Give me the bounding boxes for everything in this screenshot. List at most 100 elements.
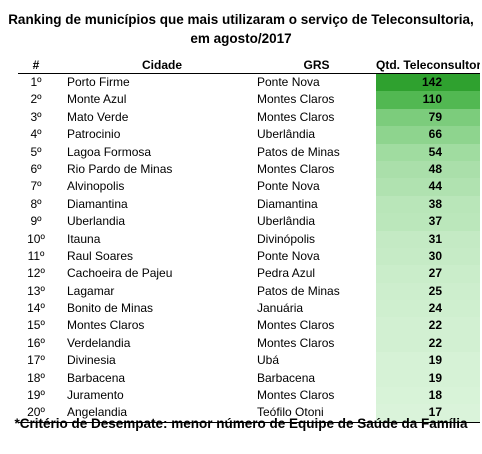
qtd-cell: 38 — [376, 195, 480, 214]
header-city: Cidade — [141, 58, 182, 72]
rank-cell: 13º — [27, 283, 45, 298]
qtd-value: 18 — [428, 388, 442, 403]
table-row: 6º Rio Pardo de Minas Montes Claros 48 — [18, 160, 480, 179]
qtd-value: 22 — [428, 318, 442, 333]
qtd-value: 54 — [428, 144, 442, 159]
table-row: 12º Cachoeira de Pajeu Pedra Azul 27 — [18, 265, 480, 283]
grs-cell: Montes Claros — [257, 388, 335, 403]
city-cell: Verdelandia — [67, 335, 131, 350]
qtd-value: 25 — [428, 283, 442, 298]
qtd-cell: 37 — [376, 213, 480, 231]
rank-cell: 4º — [30, 127, 42, 142]
table-row: 13º Lagamar Patos de Minas 25 — [18, 282, 480, 301]
qtd-value: 27 — [428, 266, 442, 281]
grs-cell: Ponte Nova — [257, 248, 320, 263]
city-cell: Cachoeira de Pajeu — [67, 266, 173, 281]
table-row: 11º Raul Soares Ponte Nova 30 — [18, 247, 480, 266]
grs-cell: Pedra Azul — [257, 266, 316, 281]
city-cell: Diamantina — [67, 196, 128, 211]
rank-cell: 8º — [30, 196, 42, 211]
rank-cell: 15º — [27, 318, 45, 333]
city-cell: Lagamar — [67, 283, 115, 298]
qtd-value: 79 — [428, 109, 442, 124]
qtd-value: 142 — [421, 75, 442, 89]
city-cell: Itauna — [67, 231, 101, 246]
grs-cell: Patos de Minas — [257, 283, 340, 298]
grs-cell: Ubá — [257, 353, 280, 368]
rank-cell: 6º — [30, 161, 42, 176]
qtd-cell: 24 — [376, 300, 480, 318]
qtd-value: 17 — [428, 405, 442, 420]
qtd-cell: 142 — [376, 74, 480, 92]
grs-cell: Uberlândia — [257, 214, 316, 229]
qtd-cell: 27 — [376, 265, 480, 283]
rank-cell: 9º — [30, 214, 42, 229]
qtd-value: 37 — [428, 214, 442, 229]
city-cell: Mato Verde — [67, 109, 129, 124]
table-row: 16º Verdelandia Montes Claros 22 — [18, 334, 480, 353]
rank-cell: 1º — [30, 75, 42, 89]
table-row: 4º Patrocinio Uberlândia 66 — [18, 126, 480, 144]
rank-cell: 7º — [30, 179, 42, 194]
rank-cell: 16º — [27, 335, 45, 350]
qtd-value: 48 — [428, 161, 442, 176]
city-cell: Rio Pardo de Minas — [67, 161, 173, 176]
grs-cell: Uberlândia — [257, 127, 316, 142]
table-row: 18º Barbacena Barbacena 19 — [18, 369, 480, 388]
table-row: 14º Bonito de Minas Januária 24 — [18, 300, 480, 318]
table-row: 20º Angelandia Teófilo Otoni 17 — [18, 404, 480, 423]
city-cell: Barbacena — [67, 370, 126, 385]
grs-cell: Montes Claros — [257, 161, 335, 176]
grs-cell: Montes Claros — [257, 335, 335, 350]
city-cell: Monte Azul — [67, 92, 127, 107]
qtd-cell: 110 — [376, 91, 480, 109]
qtd-cell: 22 — [376, 317, 480, 335]
table-body: 1º Porto Firme Ponte Nova 142 2º Monte Azul Mo… — [18, 74, 480, 423]
qtd-cell: 44 — [376, 178, 480, 196]
grs-cell: Montes Claros — [257, 109, 335, 124]
table-row: 9º Uberlandia Uberlândia 37 — [18, 213, 480, 231]
table-row: 1º Porto Firme Ponte Nova 142 — [18, 74, 480, 92]
qtd-cell: 54 — [376, 143, 480, 161]
city-cell: Alvinopolis — [67, 179, 125, 194]
city-cell: Uberlandia — [67, 214, 126, 229]
qtd-cell: 22 — [376, 334, 480, 353]
city-cell: Bonito de Minas — [67, 301, 154, 316]
qtd-cell: 25 — [376, 282, 480, 301]
qtd-cell: 19 — [376, 369, 480, 388]
grs-cell: Montes Claros — [257, 92, 335, 107]
table-row: 10º Itauna Divinópolis 31 — [18, 230, 480, 248]
title-line-1: Ranking de municípios que mais utilizara… — [8, 12, 474, 27]
grs-cell: Divinópolis — [257, 231, 316, 246]
rank-cell: 18º — [27, 370, 45, 385]
table-row: 7º Alvinopolis Ponte Nova 44 — [18, 178, 480, 196]
qtd-cell: 79 — [376, 108, 480, 127]
rank-cell: 11º — [27, 248, 45, 263]
rank-cell: 5º — [30, 144, 42, 159]
qtd-value: 44 — [428, 179, 442, 194]
qtd-cell: 31 — [376, 230, 480, 248]
header-rank: # — [32, 58, 40, 72]
qtd-value: 31 — [428, 231, 442, 246]
qtd-value: 66 — [428, 127, 442, 142]
table-row: 3º Mato Verde Montes Claros 79 — [18, 108, 480, 127]
qtd-value: 24 — [428, 301, 442, 316]
grs-cell: Patos de Minas — [257, 144, 340, 159]
qtd-value: 38 — [428, 196, 442, 211]
table-row: 8º Diamantina Diamantina 38 — [18, 195, 480, 214]
city-cell: Lagoa Formosa — [67, 144, 152, 159]
grs-cell: Diamantina — [257, 196, 318, 211]
page-title: Ranking de municípios que mais utilizara… — [0, 10, 482, 48]
rank-cell: 2º — [30, 92, 42, 107]
city-cell: Raul Soares — [67, 248, 134, 263]
qtd-cell: 66 — [376, 126, 480, 144]
ranking-table: # Cidade GRS Qtd. Teleconsultori 1º Porto… — [18, 58, 480, 423]
city-cell: Divinesia — [67, 353, 116, 368]
rank-cell: 3º — [30, 109, 42, 124]
table-row: 5º Lagoa Formosa Patos de Minas 54 — [18, 143, 480, 161]
table-row: 17º Divinesia Ubá 19 — [18, 352, 480, 370]
qtd-value: 19 — [428, 353, 442, 368]
qtd-value: 110 — [422, 92, 442, 107]
qtd-value: 22 — [428, 335, 442, 350]
city-cell: Montes Claros — [67, 318, 145, 333]
